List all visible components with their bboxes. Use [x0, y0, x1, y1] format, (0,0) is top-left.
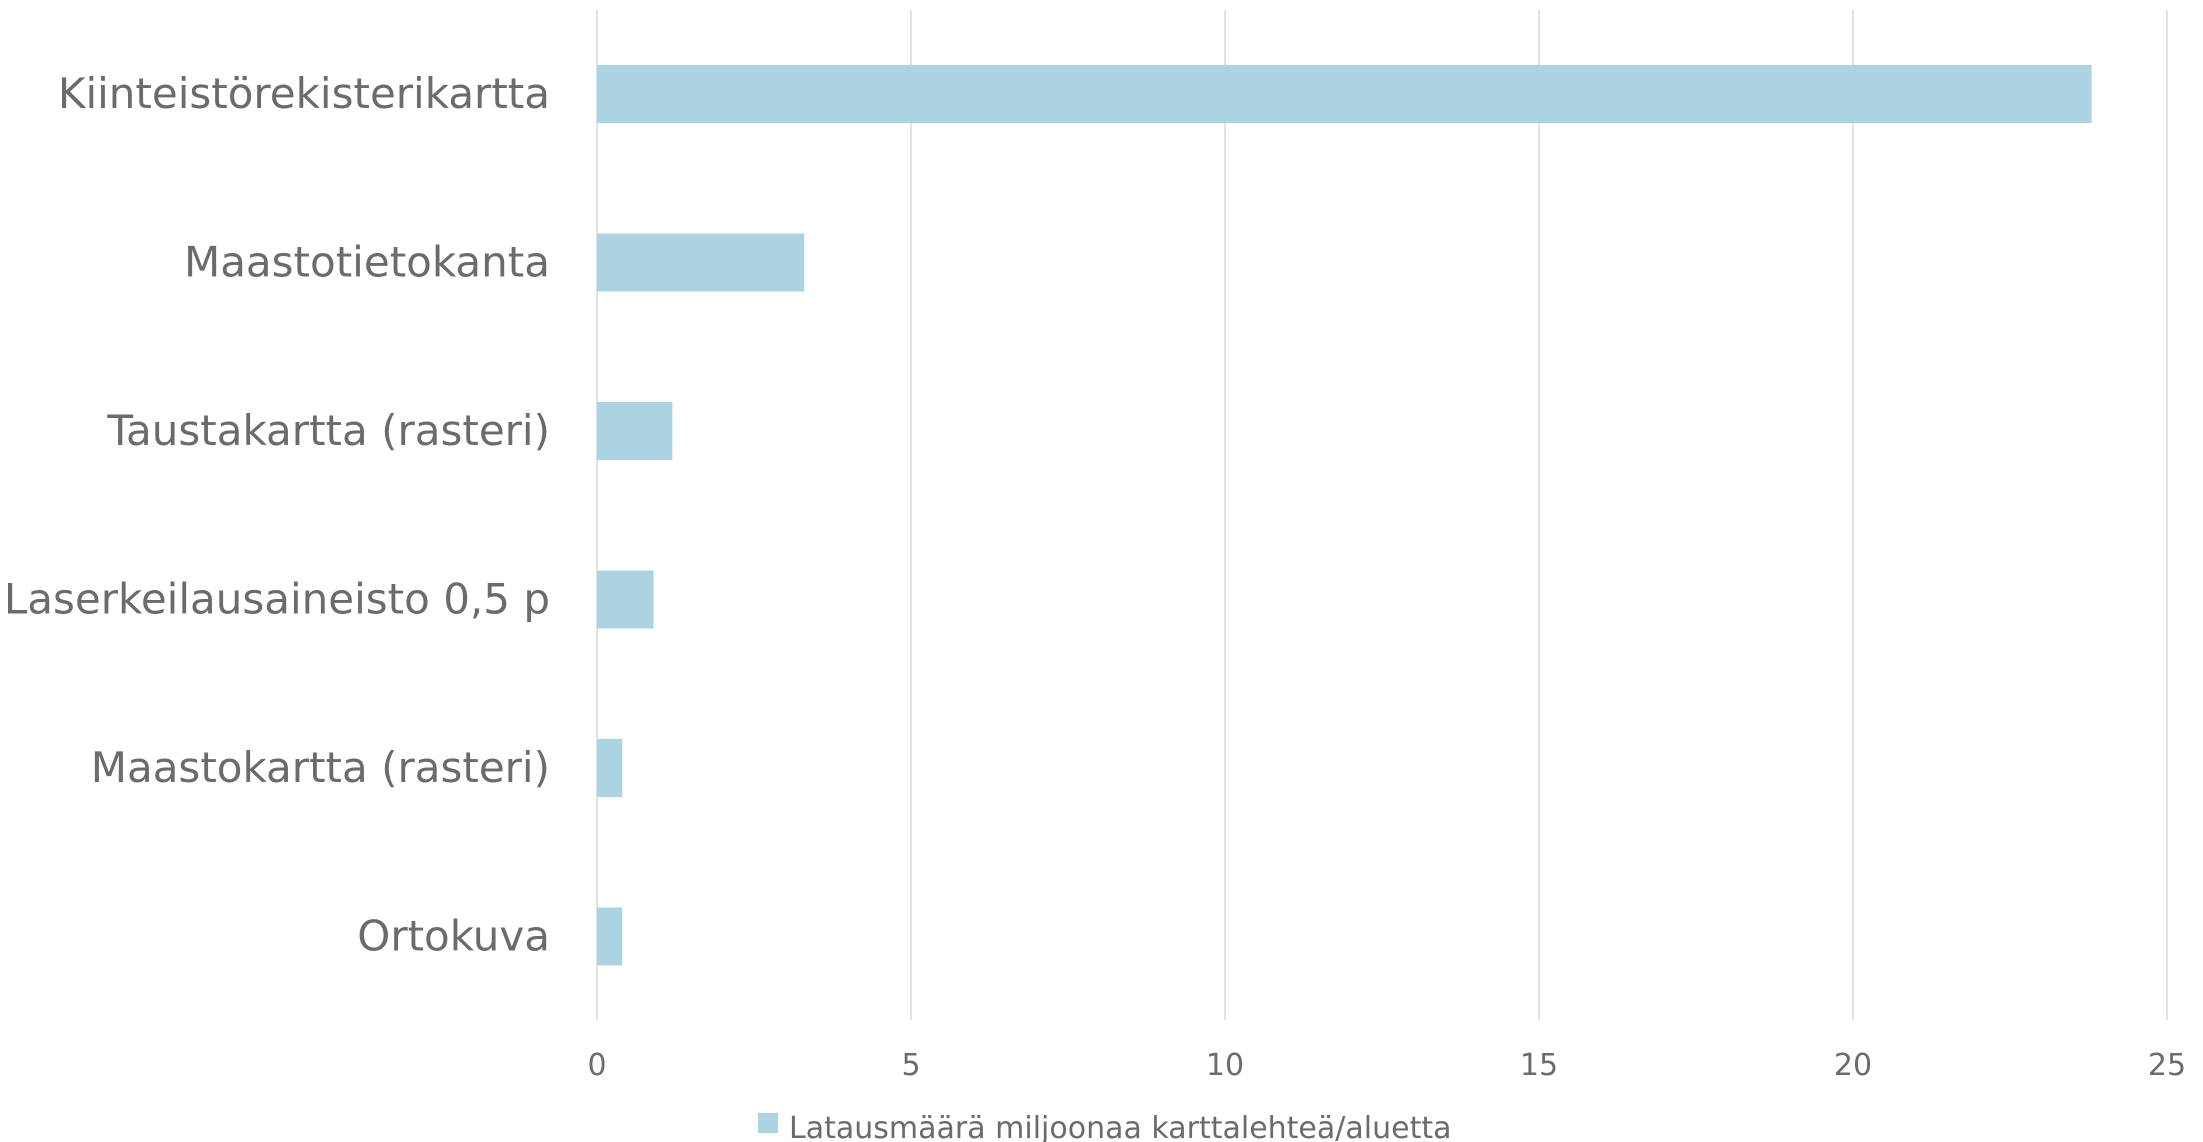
x-tick-label: 15: [1520, 1048, 1558, 1083]
x-tick-label-layer: 0 5 10 15 20 25: [587, 1048, 2186, 1083]
category-label: Maastotietokanta: [184, 238, 550, 287]
bar: [597, 739, 623, 797]
x-tick-label: 10: [1206, 1048, 1244, 1083]
x-tick-label: 20: [1834, 1048, 1872, 1083]
legend: Latausmäärä miljoonaa karttalehteä/aluet…: [758, 1111, 1451, 1142]
x-tick-label: 5: [901, 1048, 920, 1083]
bar-layer: [597, 65, 2092, 966]
category-label: Ortokuva: [357, 912, 550, 961]
x-tick-label: 25: [2148, 1048, 2186, 1083]
category-label: Laserkeilausaineisto 0,5 p: [4, 575, 550, 624]
legend-swatch: [758, 1113, 778, 1133]
category-label-layer: Kiinteistörekisterikartta Maastotietokant…: [4, 69, 550, 961]
legend-label: Latausmäärä miljoonaa karttalehteä/aluet…: [789, 1111, 1451, 1142]
bar: [597, 570, 654, 629]
bar: [597, 65, 2092, 123]
bar: [597, 907, 623, 966]
category-label: Kiinteistörekisterikartta: [58, 69, 550, 118]
bar: [597, 402, 673, 460]
category-label: Taustakartta (rasteri): [106, 406, 550, 455]
category-label: Maastokartta (rasteri): [91, 743, 550, 792]
bar: [597, 233, 805, 292]
grid-layer: [596, 10, 2168, 1020]
x-tick-label: 0: [587, 1048, 606, 1083]
